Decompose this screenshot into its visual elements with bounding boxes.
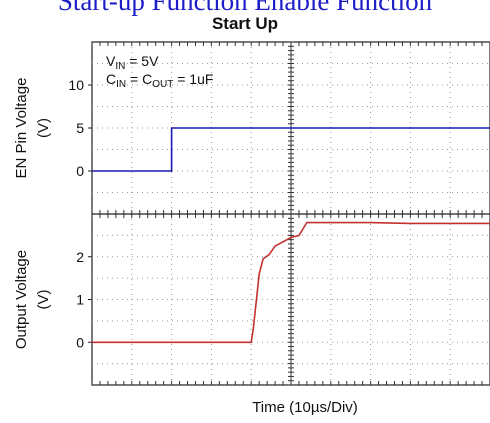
y-tick-label: 1 [76, 292, 84, 308]
y-tick-label: 10 [68, 77, 84, 93]
tick-labels: 0 5 10 0 1 2 [68, 77, 92, 350]
annotation-cin-cout: CIN​ = COUT​ = 1uF [106, 71, 213, 90]
grid [92, 42, 490, 385]
y-tick-label: 0 [76, 163, 84, 179]
axis-labels: EN Pin Voltage (V) Output Voltage (V) [13, 78, 52, 350]
x-axis-label: Time (10µs/Div) [252, 399, 358, 416]
y-tick-label: 5 [76, 120, 84, 136]
y-tick-label: 0 [76, 334, 84, 350]
y-axis-label-output: Output Voltage (V) [13, 250, 52, 349]
y-axis-label-en: EN Pin Voltage (V) [13, 78, 52, 179]
y-tick-label: 2 [76, 249, 84, 265]
annotation-vin: VIN​ = 5V [106, 53, 159, 72]
